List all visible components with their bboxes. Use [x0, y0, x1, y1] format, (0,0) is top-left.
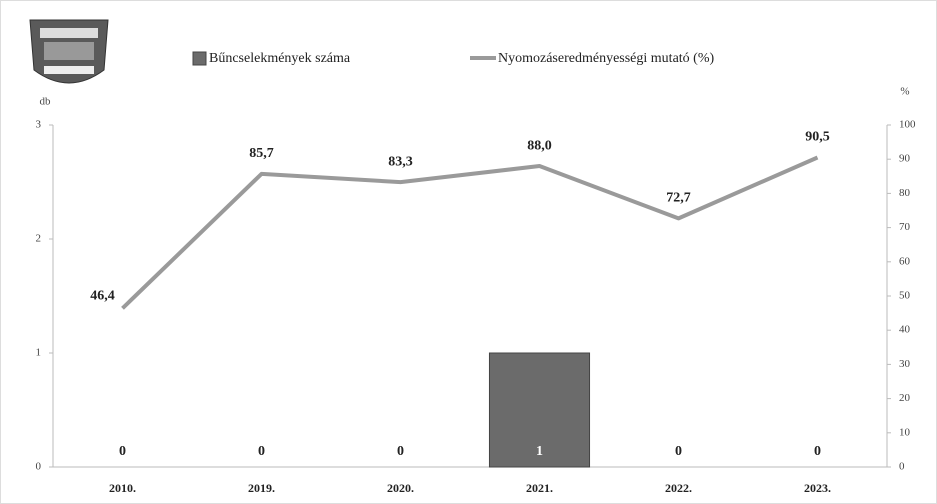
logo — [29, 19, 109, 84]
bar-value-label: 0 — [119, 444, 126, 459]
line-value-label: 90,5 — [805, 130, 830, 145]
bar-value-label: 0 — [675, 444, 682, 459]
x-tick-label: 2022. — [665, 481, 692, 495]
y2-tick-label: 10 — [899, 426, 911, 438]
bar-value-label: 1 — [536, 444, 543, 459]
line — [121, 155, 819, 310]
y2-tick-label: 50 — [899, 290, 911, 302]
bar-value-label: 0 — [814, 444, 821, 459]
y2-tick-label: 40 — [899, 324, 911, 336]
y-tick-label: 0 — [36, 461, 42, 473]
y-tick-label: 1 — [36, 347, 42, 359]
legend-label: Nyomozáseredményességi mutató (%) — [498, 51, 714, 66]
x-tick-label: 2023. — [804, 481, 831, 495]
line-value-label: 83,3 — [388, 154, 413, 169]
y2-tick-label: 20 — [899, 392, 911, 404]
legend-swatch — [192, 51, 207, 66]
line-value-label: 72,7 — [666, 191, 691, 206]
y-tick-label: 2 — [36, 233, 42, 245]
y2-tick-label: 100 — [899, 119, 916, 131]
y2-tick-label: 0 — [899, 461, 905, 473]
y2-tick-label: 70 — [899, 221, 911, 233]
x-tick-label: 2019. — [248, 481, 275, 495]
bar — [488, 352, 591, 468]
line-value-label: 46,4 — [90, 289, 115, 304]
line-value-label: 85,7 — [249, 146, 274, 161]
y2-axis-label: % — [900, 86, 909, 98]
legend-label: Bűncselekmények száma — [209, 51, 351, 66]
bar-value-label: 0 — [258, 444, 265, 459]
x-tick-label: 2021. — [526, 481, 553, 495]
x-tick-label: 2020. — [387, 481, 414, 495]
y-axis-label: db — [40, 96, 52, 108]
y-tick-label: 3 — [36, 119, 42, 131]
y2-tick-label: 90 — [899, 153, 911, 165]
y2-tick-label: 30 — [899, 358, 911, 370]
bar-value-label: 0 — [397, 444, 404, 459]
x-tick-label: 2010. — [109, 481, 136, 495]
y2-tick-label: 60 — [899, 255, 911, 267]
line-value-label: 88,0 — [527, 138, 552, 153]
y2-tick-label: 80 — [899, 187, 911, 199]
